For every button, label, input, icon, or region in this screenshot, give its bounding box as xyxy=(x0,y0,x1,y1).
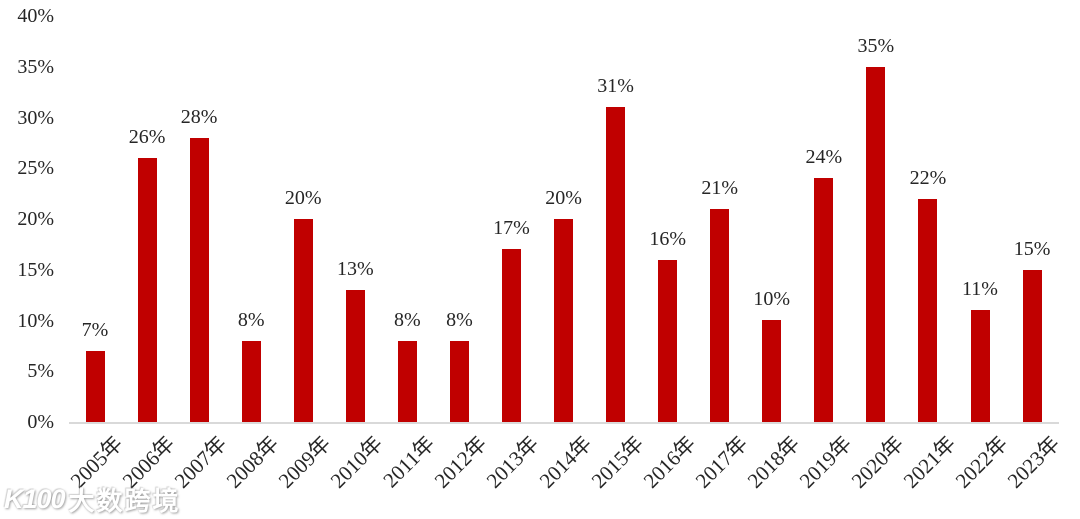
bar xyxy=(554,219,574,422)
x-axis-line xyxy=(69,422,1059,424)
bar-value-label: 17% xyxy=(493,217,530,239)
bar-value-label: 20% xyxy=(545,187,582,209)
bar-value-label: 24% xyxy=(805,146,843,168)
bar xyxy=(85,351,105,422)
bar xyxy=(293,219,313,422)
bar xyxy=(449,341,469,422)
bar-value-label: 13% xyxy=(336,258,374,280)
bar xyxy=(501,249,521,422)
bar-value-label: 8% xyxy=(237,309,265,331)
y-axis-tick-label: 15% xyxy=(17,258,54,281)
bar-value-label: 31% xyxy=(597,75,634,97)
bar-value-label: 21% xyxy=(701,177,739,199)
bar-value-label: 35% xyxy=(857,35,895,57)
bar xyxy=(866,67,886,422)
y-axis-tick-label: 30% xyxy=(17,106,54,129)
bar xyxy=(762,320,782,422)
bar-value-label: 7% xyxy=(81,319,109,341)
bar xyxy=(397,341,417,422)
bar xyxy=(918,199,938,422)
watermark-brand-text: 大数跨境 xyxy=(68,486,181,516)
y-axis-tick-label: 10% xyxy=(17,309,54,332)
bar-value-label: 10% xyxy=(753,288,791,310)
bar xyxy=(814,178,834,422)
bar xyxy=(241,341,261,422)
watermark-logo: K100 xyxy=(4,484,66,514)
bar xyxy=(970,310,990,422)
bar-value-label: 22% xyxy=(909,167,947,189)
bar-value-label: 8% xyxy=(394,309,421,331)
bar xyxy=(189,138,209,422)
y-axis-tick-label: 40% xyxy=(17,5,54,27)
bar xyxy=(658,260,678,422)
y-axis-tick-label: 20% xyxy=(17,208,54,230)
bar xyxy=(137,158,157,422)
y-axis-tick-label: 25% xyxy=(17,157,54,180)
bar-value-label: 8% xyxy=(446,309,473,331)
bar-value-label: 11% xyxy=(962,278,998,300)
bar-value-label: 28% xyxy=(180,106,218,128)
bar-value-label: 26% xyxy=(128,126,166,148)
watermark: K100 大数跨境 xyxy=(4,481,181,518)
bar-value-label: 15% xyxy=(1013,238,1051,260)
bar xyxy=(606,107,626,422)
y-axis-tick-label: 35% xyxy=(17,55,54,78)
bar xyxy=(1022,270,1042,422)
y-axis-tick-label: 5% xyxy=(27,360,54,383)
bar-value-label: 16% xyxy=(649,228,686,250)
y-axis-tick-label: 0% xyxy=(27,411,54,433)
bar-value-label: 20% xyxy=(284,187,322,209)
bar xyxy=(710,209,730,422)
bar xyxy=(345,290,365,422)
